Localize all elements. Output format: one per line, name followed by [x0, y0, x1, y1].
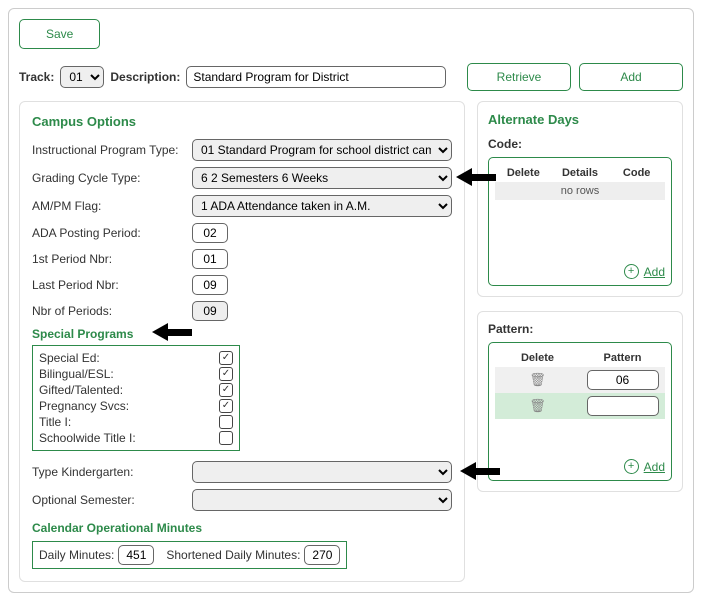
short-daily-label: Shortened Daily Minutes: [166, 548, 300, 562]
instr-prog-select[interactable]: 01 Standard Program for school district … [192, 139, 452, 161]
checkbox[interactable] [219, 415, 233, 429]
description-label: Description: [110, 70, 180, 84]
cal-minutes-title: Calendar Operational Minutes [32, 521, 452, 535]
checkbox[interactable]: ✓ [219, 383, 233, 397]
track-label: Track: [19, 70, 54, 84]
alternate-days-title: Alternate Days [488, 112, 672, 127]
special-programs-title: Special Programs [32, 327, 452, 341]
grading-cycle-select[interactable]: 6 2 Semesters 6 Weeks [192, 167, 452, 189]
checkbox[interactable]: ✓ [219, 399, 233, 413]
col-delete: Delete [495, 167, 552, 179]
add-code-link[interactable]: Add [644, 265, 665, 279]
track-select[interactable]: 01 [60, 66, 104, 88]
nbr-periods-label: Nbr of Periods: [32, 304, 192, 318]
pattern-input[interactable] [587, 396, 659, 416]
checkbox[interactable]: ✓ [219, 351, 233, 365]
checkbox[interactable]: ✓ [219, 367, 233, 381]
description-input[interactable] [186, 66, 446, 88]
retrieve-button[interactable]: Retrieve [467, 63, 571, 91]
opt-semester-label: Optional Semester: [32, 493, 192, 507]
plus-icon[interactable]: + [624, 459, 639, 474]
pattern-label: Pattern: [488, 322, 672, 336]
sp-row-label: Special Ed: [39, 351, 100, 365]
short-daily-input[interactable] [304, 545, 340, 565]
sp-row-label: Title I: [39, 415, 71, 429]
col-delete: Delete [495, 352, 580, 364]
col-details: Details [552, 167, 609, 179]
arrow-icon [152, 323, 192, 341]
ampm-select[interactable]: 1 ADA Attendance taken in A.M. [192, 195, 452, 217]
arrow-icon [460, 462, 500, 480]
add-pattern-link[interactable]: Add [644, 460, 665, 474]
sp-row-label: Pregnancy Svcs: [39, 399, 129, 413]
opt-semester-select[interactable] [192, 489, 452, 511]
ampm-label: AM/PM Flag: [32, 199, 192, 213]
first-period-input[interactable] [192, 249, 228, 269]
code-label: Code: [488, 137, 672, 151]
sp-row-label: Schoolwide Title I: [39, 431, 136, 445]
ada-period-label: ADA Posting Period: [32, 226, 192, 240]
last-period-input[interactable] [192, 275, 228, 295]
grading-cycle-label: Grading Cycle Type: [32, 171, 192, 185]
add-button[interactable]: Add [579, 63, 683, 91]
col-pattern: Pattern [580, 352, 665, 364]
pattern-input[interactable] [587, 370, 659, 390]
col-code: Code [608, 167, 665, 179]
trash-icon[interactable]: 🗑 [529, 398, 546, 413]
plus-icon[interactable]: + [624, 264, 639, 279]
ada-period-input[interactable] [192, 223, 228, 243]
daily-minutes-input[interactable] [118, 545, 154, 565]
last-period-label: Last Period Nbr: [32, 278, 192, 292]
type-kinder-select[interactable] [192, 461, 452, 483]
first-period-label: 1st Period Nbr: [32, 252, 192, 266]
campus-options-title: Campus Options [32, 114, 452, 129]
checkbox[interactable] [219, 431, 233, 445]
nbr-periods-input [192, 301, 228, 321]
sp-row-label: Gifted/Talented: [39, 383, 123, 397]
daily-minutes-label: Daily Minutes: [39, 548, 114, 562]
trash-icon[interactable]: 🗑 [529, 372, 546, 387]
instr-prog-label: Instructional Program Type: [32, 143, 192, 157]
no-rows-text: no rows [495, 182, 665, 200]
arrow-icon [456, 168, 496, 186]
save-button[interactable]: Save [19, 19, 100, 49]
type-kinder-label: Type Kindergarten: [32, 465, 192, 479]
sp-row-label: Bilingual/ESL: [39, 367, 114, 381]
